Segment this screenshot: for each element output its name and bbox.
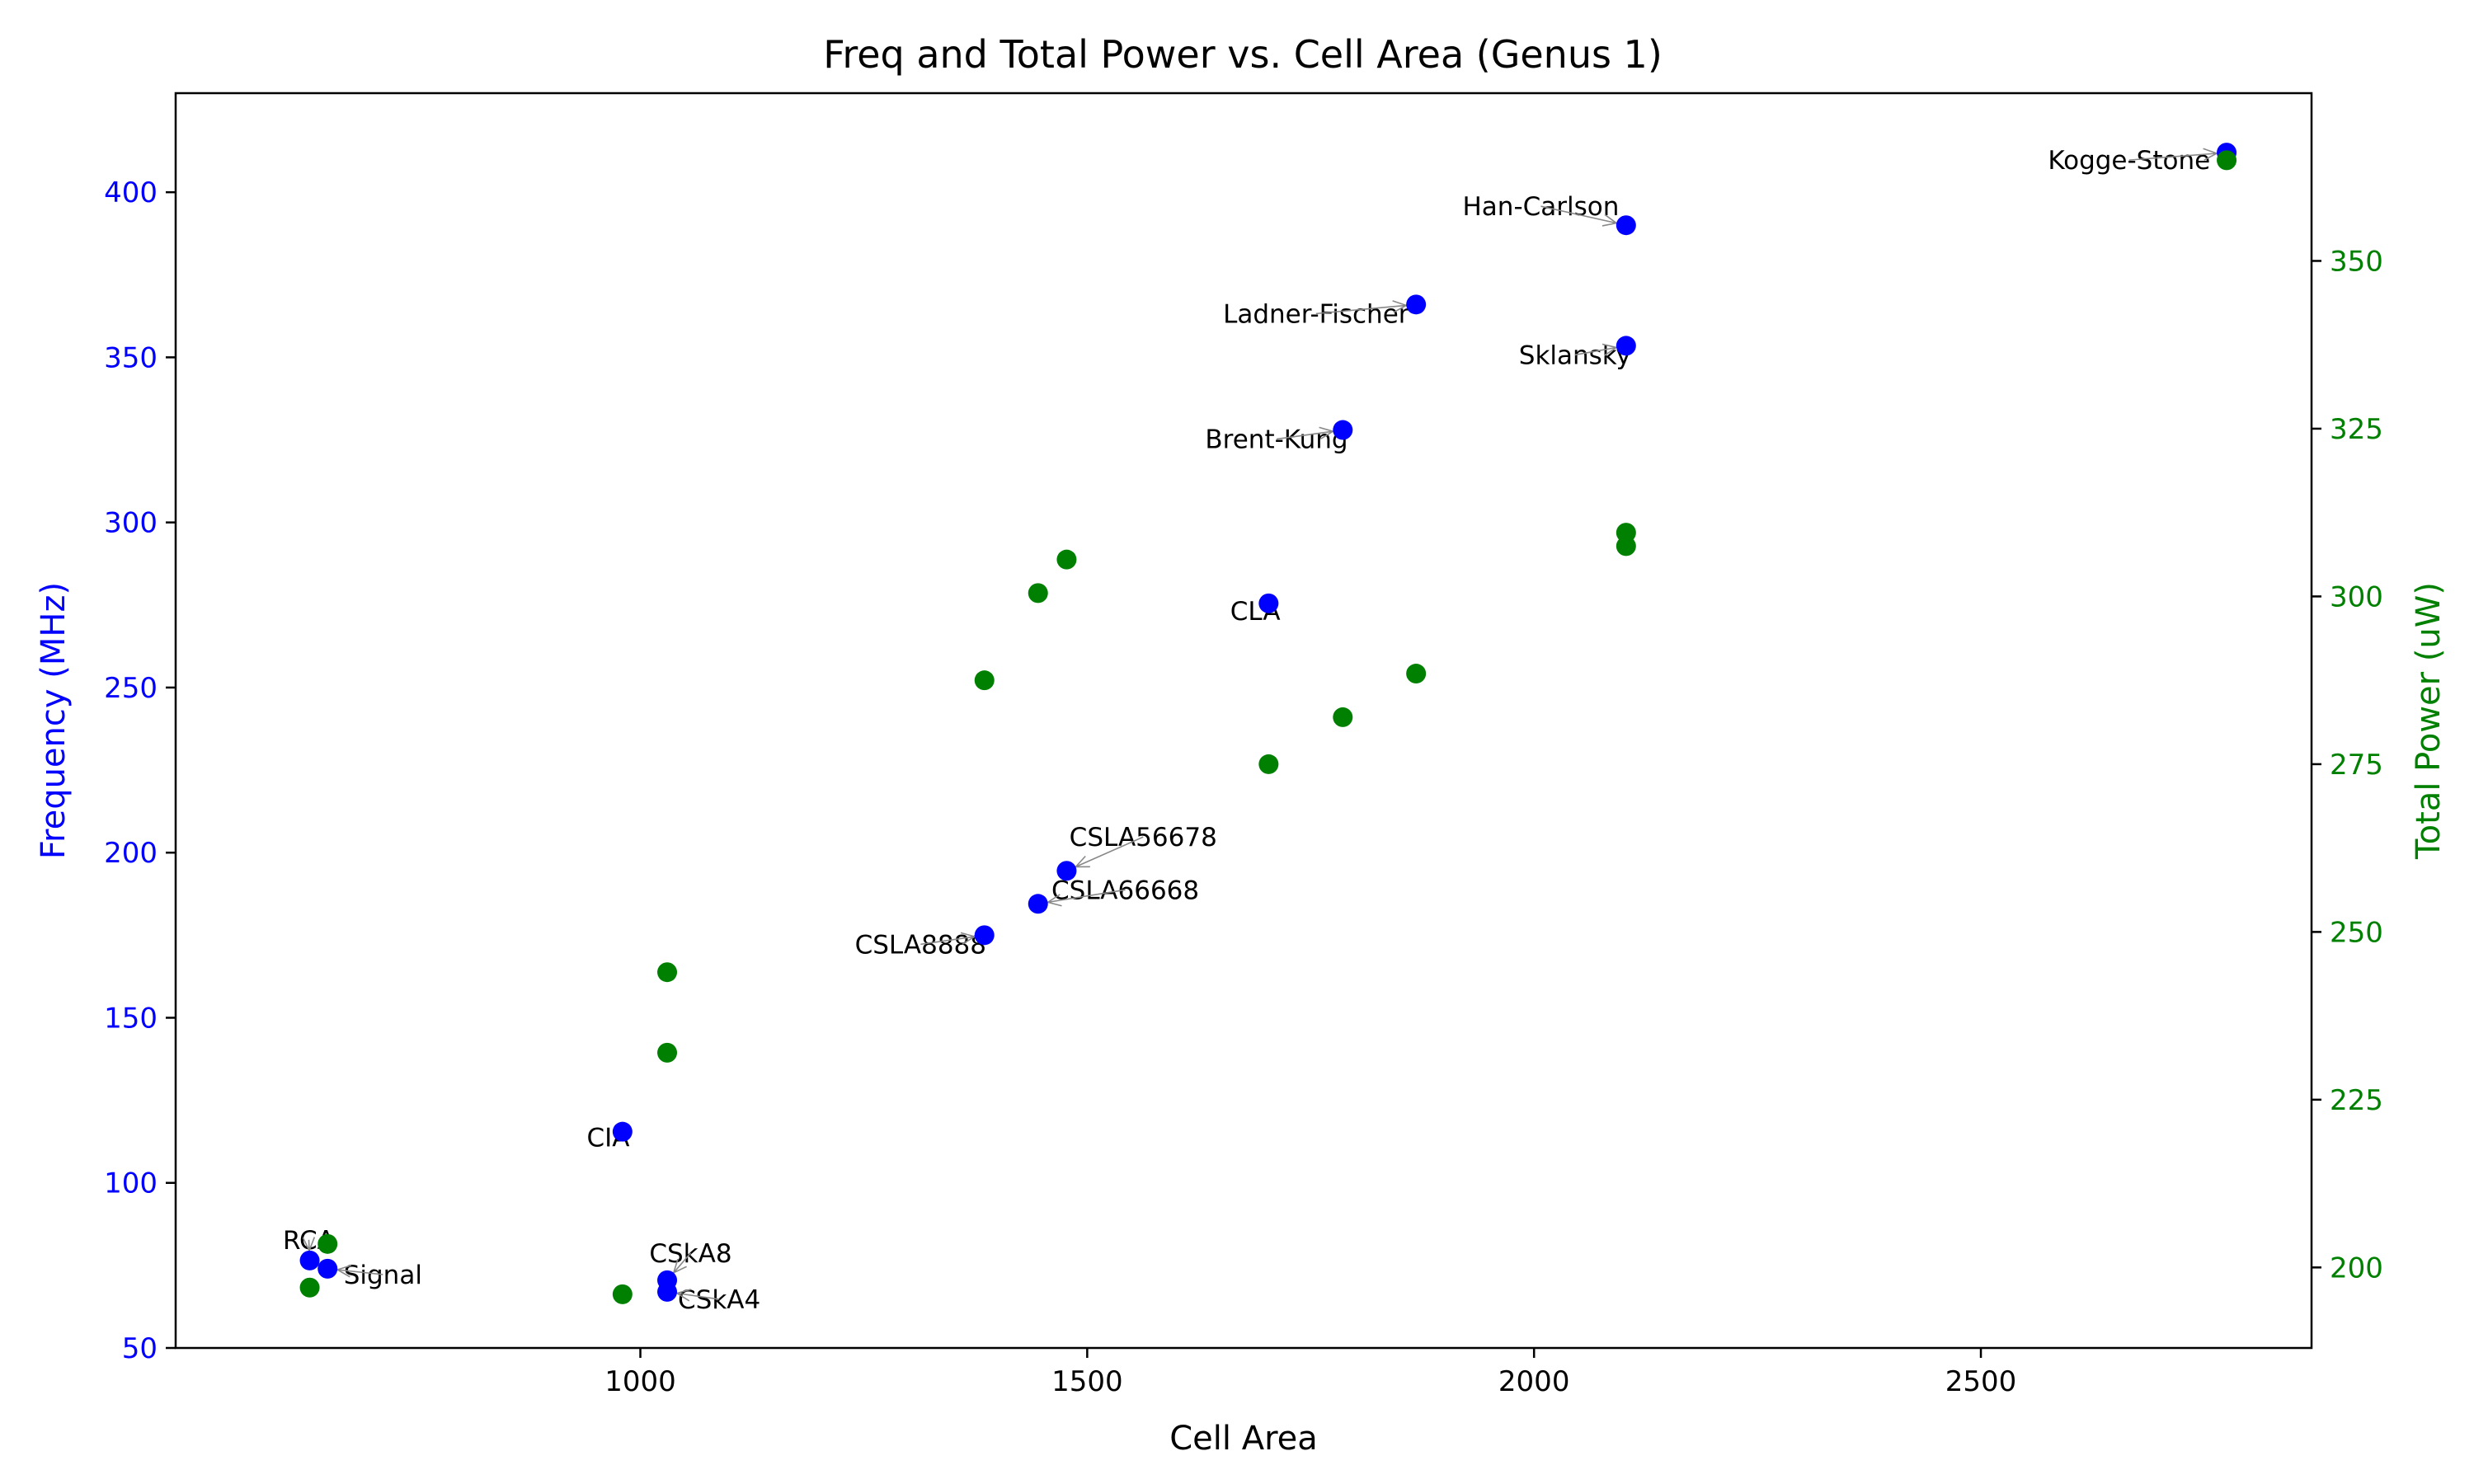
frequency-point [299,1250,320,1270]
power-point [1028,583,1048,603]
x-tick-label: 1000 [604,1365,676,1398]
y2-tick-label: 200 [2330,1252,2383,1284]
frequency-point [1616,336,1636,356]
power-point [1333,707,1353,727]
annotation-arrow [1047,889,1126,904]
y2-tick-label: 275 [2330,749,2383,782]
annotation-arrow-head [675,1289,691,1302]
frequency-point [317,1258,338,1279]
point-annotation: Sklansky [1519,340,1631,370]
frequency-point [1616,215,1636,236]
frequency-point [1258,593,1279,613]
point-annotation: Brent-Kung [1205,425,1348,455]
power-point [612,1284,633,1304]
frequency-point [1028,894,1048,914]
point-annotation: Ladner-Fischer [1223,299,1409,329]
x-tick-label: 2000 [1498,1365,1570,1398]
power-point [317,1233,338,1254]
annotation-arrow [1540,205,1617,224]
y2-tick-label: 225 [2330,1084,2383,1117]
y2-tick-label: 325 [2330,413,2383,446]
ticks-layer: 1000 1500 2000 2500 50 100 150 200 250 300 350 400 2… [104,176,2383,1398]
point-annotation: Kogge-Stone [2048,146,2210,176]
power-point [1406,664,1427,684]
point-annotation: CSLA8888 [855,930,986,960]
power-point [1056,549,1077,570]
annotation-arrow [1075,836,1144,868]
y-axis-title: Frequency (MHz) [35,582,73,859]
frequency-point [1333,420,1353,440]
power-point [2217,150,2237,171]
power-point [657,1042,678,1063]
annotation-arrow [1315,304,1407,315]
point-annotation: CSkA4 [678,1285,760,1315]
y2-tick-label: 350 [2330,245,2383,278]
y-tick-label: 250 [104,672,158,705]
annotation-arrow-head [2203,148,2219,161]
point-annotation: CSLA66668 [1051,876,1199,905]
annotation-arrow [673,1252,692,1274]
x-tick-label: 1500 [1051,1365,1123,1398]
y2-axis-title: Total Power (uW) [2410,582,2448,860]
frequency-point [1406,294,1427,315]
power-point [1258,754,1279,774]
point-annotation: CSLA56678 [1070,823,1217,852]
y2-tick-label: 300 [2330,580,2383,613]
annotation-arrow [1276,430,1333,440]
power-point [657,962,678,983]
x-axis-title: Cell Area [1169,1420,1318,1458]
points-layer [299,143,2237,1304]
y2-tick-label: 250 [2330,916,2383,949]
y-tick-label: 400 [104,176,158,209]
annotation-arrow-head [1319,426,1335,439]
annotation-arrow [1574,346,1617,356]
power-point [299,1277,320,1298]
y-tick-label: 350 [104,341,158,374]
annotation-arrow-head [1074,855,1090,868]
y-tick-label: 100 [104,1167,158,1200]
annotation-arrow-head [1602,214,1619,227]
y-tick-label: 150 [104,1002,158,1035]
annotation-arrow [337,1269,383,1275]
point-annotation: Signal [344,1261,422,1290]
y-tick-label: 200 [104,837,158,870]
power-point [974,670,995,691]
annotation-arrow [308,1239,310,1251]
x-tick-label: 2500 [1945,1365,2017,1398]
frequency-point [657,1281,678,1302]
annotation-arrow [676,1292,720,1300]
y-tick-label: 50 [122,1332,158,1365]
plot-frame [174,92,2313,1350]
y-tick-label: 300 [104,507,158,540]
chart-title: Freq and Total Power vs. Cell Area (Genu… [823,32,1663,77]
frequency-point [612,1121,633,1142]
point-annotation: Han-Carlson [1463,192,1620,222]
annotation-arrow [2128,153,2218,161]
annotation-arrow [920,936,975,946]
frequency-point [974,925,995,946]
frequency-point [1056,861,1077,881]
power-point [1616,523,1636,543]
